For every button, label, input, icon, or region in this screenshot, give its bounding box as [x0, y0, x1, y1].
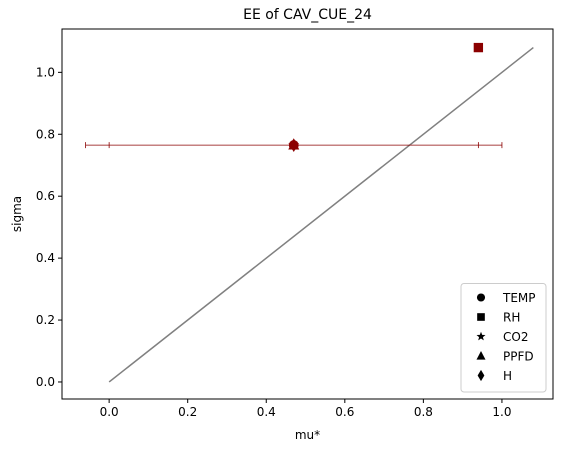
x-axis-ticks: 0.0 0.2 0.4 0.6 0.8 1.0 [100, 399, 511, 419]
legend-marker-co2 [476, 331, 486, 341]
legend-box [460, 283, 547, 393]
y-tick-label: 0.4 [36, 251, 55, 265]
x-tick-label: 0.6 [335, 405, 354, 419]
legend: TEMP RH CO2 PPFD H [460, 283, 547, 393]
y-tick-label: 1.0 [36, 65, 55, 79]
y-tick-label: 0.0 [36, 375, 55, 389]
x-tick-label: 0.0 [100, 405, 119, 419]
legend-label-temp: TEMP [502, 291, 536, 305]
legend-marker-rh [477, 313, 485, 321]
legend-label-co2: CO2 [503, 330, 528, 344]
x-tick-label: 0.4 [257, 405, 276, 419]
plot-area [85, 42, 534, 383]
x-tick-label: 1.0 [492, 405, 511, 419]
data-point-h [289, 138, 298, 152]
legend-label-ppfd: PPFD [503, 350, 534, 364]
legend-marker-ppfd [476, 351, 486, 360]
data-point-rh [473, 42, 484, 53]
reference-line [108, 46, 534, 383]
y-tick-label: 0.2 [36, 313, 55, 327]
legend-marker-h [477, 369, 485, 382]
x-tick-label: 0.2 [178, 405, 197, 419]
legend-label-rh: RH [503, 311, 520, 325]
legend-marker-temp [476, 293, 486, 302]
chart-title: EE of CAV_CUE_24 [243, 7, 372, 23]
y-axis-label: sigma [10, 196, 24, 232]
x-axis-label: mu* [295, 428, 320, 442]
y-axis-ticks: 0.0 0.2 0.4 0.6 0.8 1.0 [36, 65, 62, 389]
y-tick-label: 0.6 [36, 189, 55, 203]
legend-label-h: H [503, 369, 512, 383]
x-tick-label: 0.8 [414, 405, 433, 419]
axes-frame [61, 28, 554, 400]
y-tick-label: 0.8 [36, 127, 55, 141]
